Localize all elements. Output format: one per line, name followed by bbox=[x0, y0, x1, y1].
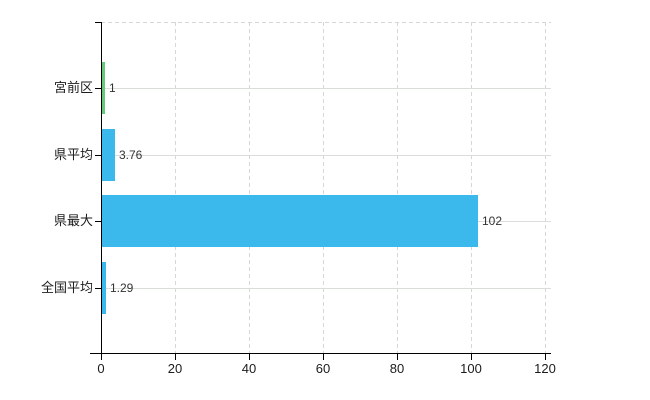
category-label: 全国平均 bbox=[40, 280, 93, 295]
horizontal-gridline bbox=[101, 288, 551, 289]
x-axis-tick bbox=[471, 354, 472, 360]
vertical-gridline bbox=[471, 22, 472, 353]
horizontal-gridline bbox=[101, 88, 551, 89]
bar-value-label: 3.76 bbox=[119, 148, 143, 162]
x-axis-tick bbox=[249, 354, 250, 360]
plot-area: 1 3.76 102 1.29 bbox=[101, 22, 551, 353]
x-tick-label: 0 bbox=[97, 361, 105, 376]
bar bbox=[101, 62, 105, 114]
vertical-gridline bbox=[545, 22, 546, 353]
vertical-gridline bbox=[323, 22, 324, 353]
x-tick-label: 60 bbox=[315, 361, 331, 376]
x-tick-label: 20 bbox=[167, 361, 183, 376]
x-axis bbox=[90, 353, 551, 354]
y-axis-top-tick bbox=[95, 22, 101, 23]
vertical-gridline bbox=[249, 22, 250, 353]
bar bbox=[101, 262, 106, 314]
y-axis-tick bbox=[95, 288, 101, 289]
bar-value-label: 1.29 bbox=[110, 281, 134, 295]
bar bbox=[101, 195, 478, 247]
bar-value-label: 102 bbox=[482, 214, 503, 228]
x-axis-tick bbox=[397, 354, 398, 360]
bar-value-label: 1 bbox=[109, 81, 116, 95]
y-axis-tick bbox=[95, 221, 101, 222]
x-tick-label: 40 bbox=[241, 361, 257, 376]
x-axis-tick bbox=[101, 354, 102, 360]
x-tick-label: 100 bbox=[460, 361, 482, 376]
category-label: 県最大 bbox=[53, 213, 93, 228]
y-axis-tick bbox=[95, 155, 101, 156]
vertical-gridline bbox=[175, 22, 176, 353]
horizontal-gridline bbox=[101, 155, 551, 156]
vertical-gridline bbox=[397, 22, 398, 353]
category-label: 県平均 bbox=[53, 147, 93, 162]
plot-top-gridline bbox=[101, 22, 551, 23]
category-label: 宮前区 bbox=[53, 80, 93, 95]
x-axis-tick bbox=[175, 354, 176, 360]
bar bbox=[101, 129, 115, 181]
x-axis-tick bbox=[545, 354, 546, 360]
x-tick-label: 120 bbox=[534, 361, 556, 376]
y-axis bbox=[101, 22, 102, 353]
x-axis-tick bbox=[323, 354, 324, 360]
y-axis-tick bbox=[95, 88, 101, 89]
x-tick-label: 80 bbox=[389, 361, 405, 376]
